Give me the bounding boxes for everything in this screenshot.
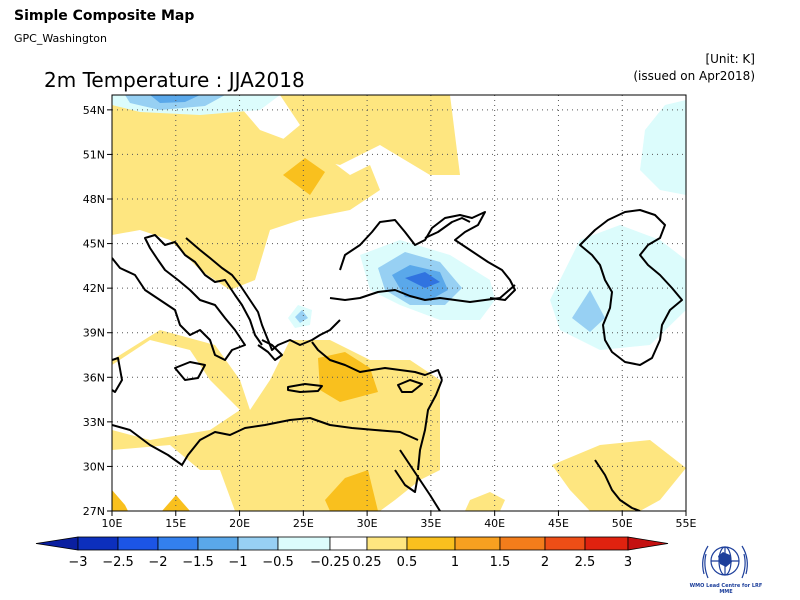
caspian-coast (579, 209, 683, 366)
lat-tick-label: 33N (83, 416, 105, 429)
colorbar-label: −0.5 (262, 555, 294, 570)
colorbar-arrow-left (35, 536, 79, 551)
lon-tick-label: 45E (548, 517, 569, 530)
lat-tick-label: 54N (83, 104, 105, 117)
lat-tick-label: 36N (83, 371, 105, 384)
warm-area-east (552, 440, 686, 511)
colorbar-swatch-5 (277, 536, 331, 551)
lon-tick-label: 40E (484, 517, 505, 530)
crimea-coast (424, 217, 471, 239)
warm-strong-alps (283, 158, 325, 195)
sicily-coast (174, 361, 206, 381)
cool-mid-caspian (572, 290, 605, 332)
warm-area-south (465, 492, 505, 511)
cool-mid-balkan (295, 310, 308, 323)
wmo-caption: WMO Lead Centre for LRF MME (689, 583, 763, 595)
north-africa-coast (112, 417, 419, 466)
italy-coast (112, 234, 263, 361)
red-sea-coast (399, 449, 441, 511)
colorbar-swatch-3 (197, 536, 239, 551)
lat-tick-label: 30N (83, 460, 105, 473)
lat-tick-label: 39N (83, 327, 105, 340)
colorbar-swatch-8 (406, 536, 456, 551)
colorbar-swatch-2 (157, 536, 199, 551)
colorbar-label: 0.25 (353, 555, 382, 570)
colorbar-label: −0.25 (310, 555, 350, 570)
lon-tick-label: 10E (102, 517, 123, 530)
wmo-logo-icon (702, 545, 748, 579)
colorbar-label: 2 (541, 555, 549, 570)
lat-tick-label: 51N (83, 148, 105, 161)
gridlines (112, 95, 686, 511)
colorbar-swatch-6 (329, 536, 368, 551)
colorbar-swatch-7 (366, 536, 408, 551)
cool-area-northeast (640, 100, 686, 195)
map-title: 2m Temperature : JJA2018 (44, 68, 305, 92)
page-title: Simple Composite Map (14, 8, 195, 24)
source-label: GPC_Washington (14, 32, 107, 45)
lon-tick-label: 50E (612, 517, 633, 530)
cool-mid-north (125, 95, 225, 110)
colorbar-label: 1.5 (490, 555, 511, 570)
cool-strong-north (150, 95, 200, 103)
lat-tick-label: 48N (83, 193, 105, 206)
colorbar-label: 3 (624, 555, 632, 570)
lat-tick-label: 45N (83, 238, 105, 251)
colorbar-swatch-1 (117, 536, 159, 551)
cyprus-coast (397, 379, 423, 393)
colorbar-swatch-0 (77, 536, 119, 551)
coastlines (112, 209, 683, 511)
colorbar-label: 0.5 (397, 555, 418, 570)
colorbar-label: −3 (68, 555, 87, 570)
colorbar-swatch-12 (584, 536, 629, 551)
lon-tick-label: 15E (165, 517, 186, 530)
balkan-coast (185, 237, 341, 351)
unit-label: [Unit: K] (705, 52, 755, 66)
colorbar-label: 2.5 (575, 555, 596, 570)
gulf-coast (594, 459, 641, 511)
latitude-axis: 54N 51N 48N 45N 42N 39N 36N 33N 30N 27N (83, 104, 112, 518)
warm-area-west (112, 95, 460, 175)
greece-coast (257, 339, 283, 361)
lon-tick-label: 25E (293, 517, 314, 530)
colorbar-label: −1.5 (182, 555, 214, 570)
lon-tick-label: 55E (676, 517, 697, 530)
map-frame (111, 94, 687, 512)
sardinia-coast (112, 357, 123, 393)
colorbar-label: −2 (148, 555, 167, 570)
turkey-coast (311, 341, 443, 381)
warm-strong-egypt (325, 470, 378, 511)
colorbar-swatch-11 (544, 536, 586, 551)
levant-coast (417, 379, 443, 471)
anomaly-shading (112, 95, 686, 511)
black-sea-coast (339, 211, 516, 301)
colorbar-swatch-9 (454, 536, 501, 551)
colorbar-swatch-10 (499, 536, 546, 551)
crete-coast (287, 383, 323, 393)
lon-tick-label: 20E (229, 517, 250, 530)
colorbar-label: 1 (451, 555, 459, 570)
sinai-coast (394, 469, 419, 493)
white-gap-libya (112, 445, 235, 511)
lon-tick-label: 30E (357, 517, 378, 530)
lat-tick-label: 27N (83, 505, 105, 518)
lat-tick-label: 42N (83, 282, 105, 295)
longitude-axis: 10E 15E 20E 25E 30E 35E 40E 45E 50E 55E (102, 511, 697, 530)
turkey-north-coast (329, 284, 516, 303)
issued-label: (issued on Apr2018) (633, 69, 755, 83)
warm-strong-libya (162, 495, 190, 511)
warm-strong-sw (112, 490, 128, 511)
colorbar-label: −1 (228, 555, 247, 570)
warm-area-north (112, 95, 380, 290)
lon-tick-label: 35E (420, 517, 441, 530)
colorbar-swatch-4 (237, 536, 279, 551)
colorbar-arrow-right (627, 536, 669, 551)
colorbar-label: −2.5 (102, 555, 134, 570)
colorbar: −3 −2.5 −2 −1.5 −1 −0.5 −0.25 0.25 0.5 1 1.5 2 2.5 3 (35, 536, 669, 570)
cool-strongest-blacksea (405, 272, 440, 288)
